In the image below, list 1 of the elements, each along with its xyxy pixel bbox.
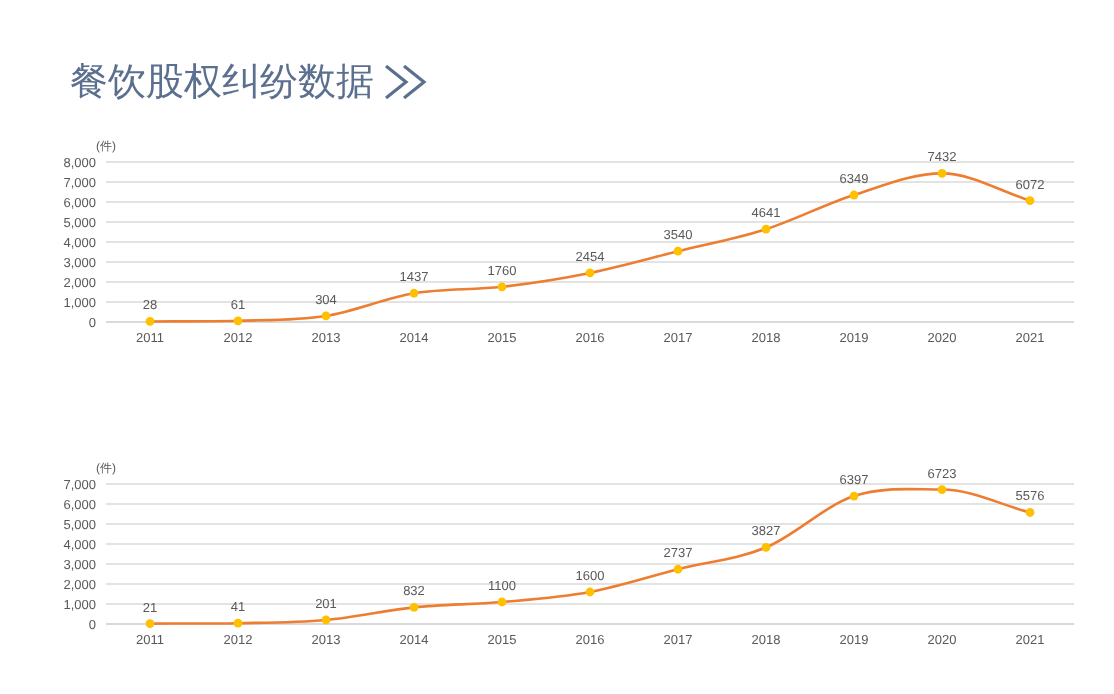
chart-title: 餐饮股权纠纷数据 [70, 62, 374, 104]
